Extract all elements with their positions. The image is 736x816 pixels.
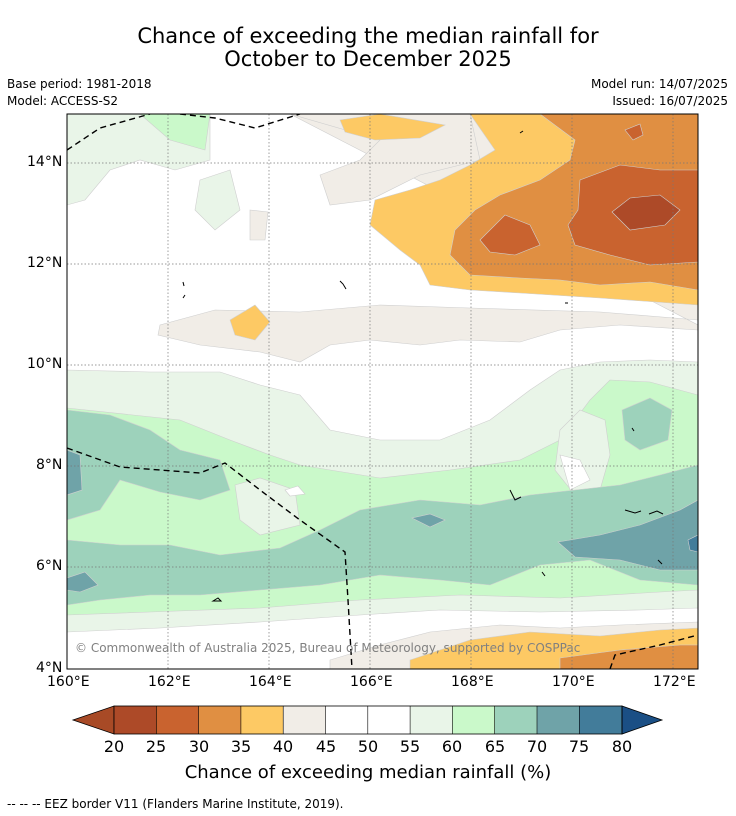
map-title-line1: Chance of exceeding the median rainfall … [137, 24, 599, 48]
y-tick-14n: 14°N [27, 154, 63, 170]
x-tick-160e: 160°E [47, 674, 90, 690]
eez-borders [67, 114, 698, 669]
base-period: Base period: 1981-2018 [7, 77, 152, 91]
x-tick-168e: 168°E [451, 674, 494, 690]
x-tick-172e: 172°E [653, 674, 696, 690]
colorbar-label: 30 [188, 737, 210, 756]
x-tick-162e: 162°E [148, 674, 191, 690]
y-tick-6n: 6°N [36, 558, 63, 574]
map-contours [67, 114, 698, 669]
colorbar-label: 80 [611, 737, 633, 756]
colorbar-label: 50 [357, 737, 379, 756]
colorbar-label: 65 [484, 737, 506, 756]
x-tick-166e: 166°E [350, 674, 393, 690]
eez-legend: -- -- -- EEZ border V11 (Flanders Marine… [7, 797, 344, 811]
gridlines [67, 114, 698, 669]
colorbar-label: 40 [272, 737, 294, 756]
colorbar-label: 55 [399, 737, 421, 756]
colorbar-arrow-low [71, 705, 115, 735]
x-tick-164e: 164°E [249, 674, 292, 690]
y-tick-8n: 8°N [36, 457, 63, 473]
colorbar-label: 75 [568, 737, 590, 756]
y-tick-4n: 4°N [36, 660, 63, 676]
issued-date: Issued: 16/07/2025 [612, 94, 728, 108]
colorbar-label: 20 [103, 737, 125, 756]
x-tick-170e: 170°E [552, 674, 595, 690]
colorbar-label: 70 [526, 737, 548, 756]
colorbar-label: 60 [441, 737, 463, 756]
islands [182, 130, 664, 602]
colorbar-title: Chance of exceeding median rainfall (%) [184, 762, 552, 783]
colorbar-label: 25 [145, 737, 167, 756]
model-run: Model run: 14/07/2025 [590, 77, 728, 91]
colorbar-label: 35 [230, 737, 252, 756]
map-frame [66, 113, 699, 670]
colorbar-label: 45 [315, 737, 337, 756]
colorbar [71, 705, 664, 735]
map-title-line2: October to December 2025 [224, 47, 512, 71]
colorbar-arrow-high [621, 705, 664, 735]
model-name: Model: ACCESS-S2 [7, 94, 119, 108]
copyright-watermark: © Commonwealth of Australia 2025, Bureau… [75, 641, 581, 655]
y-tick-12n: 12°N [27, 255, 63, 271]
y-tick-10n: 10°N [27, 356, 63, 372]
